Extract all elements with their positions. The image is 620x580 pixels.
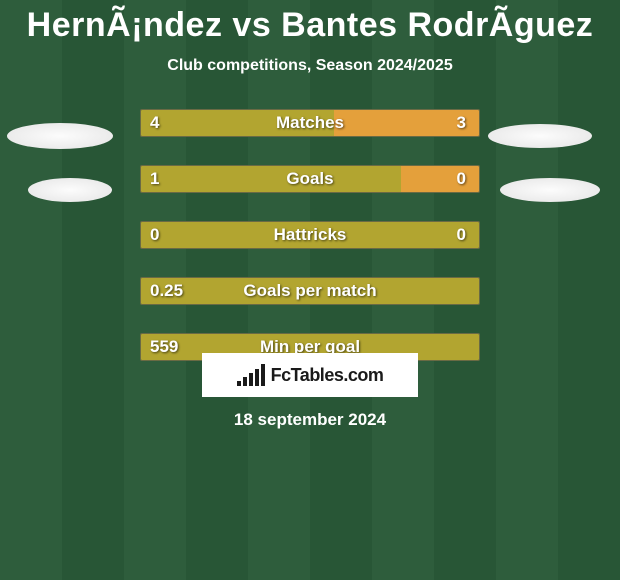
source-logo: FcTables.com: [202, 353, 418, 397]
player-badge-ellipse: [500, 178, 600, 202]
logo-bar-segment: [249, 373, 253, 386]
stat-bar-left-fill: [141, 278, 479, 304]
stat-bar-track: [140, 165, 480, 193]
stat-bar-track: [140, 277, 480, 305]
stat-bar-right-fill: [401, 166, 479, 192]
comparison-subtitle: Club competitions, Season 2024/2025: [0, 57, 620, 75]
stat-bar-track: [140, 109, 480, 137]
player-badge-ellipse: [28, 178, 112, 202]
stat-row: 00Hattricks: [0, 221, 620, 249]
stat-right-value: 0: [457, 165, 466, 193]
stat-left-value: 559: [150, 333, 178, 361]
stat-bar-left-fill: [141, 166, 401, 192]
stat-left-value: 0: [150, 221, 159, 249]
logo-bar-segment: [243, 377, 247, 386]
stat-bar-track: [140, 221, 480, 249]
comparison-title: HernÃ¡ndez vs Bantes RodrÃ­guez: [0, 0, 620, 45]
stat-left-value: 1: [150, 165, 159, 193]
stat-row: 0.25Goals per match: [0, 277, 620, 305]
logo-bar-segment: [255, 369, 259, 386]
snapshot-date: 18 september 2024: [0, 410, 620, 430]
stat-bar-left-fill: [141, 110, 334, 136]
stat-right-value: 0: [457, 221, 466, 249]
stat-left-value: 0.25: [150, 277, 183, 305]
player-badge-ellipse: [488, 124, 592, 148]
stat-bar-left-fill: [141, 222, 479, 248]
stat-left-value: 4: [150, 109, 159, 137]
logo-bar-segment: [237, 381, 241, 386]
player-badge-ellipse: [7, 123, 113, 149]
logo-bar-segment: [261, 364, 265, 386]
logo-bars-icon: [237, 364, 265, 386]
logo-text: FcTables.com: [271, 365, 384, 386]
stat-right-value: 3: [457, 109, 466, 137]
